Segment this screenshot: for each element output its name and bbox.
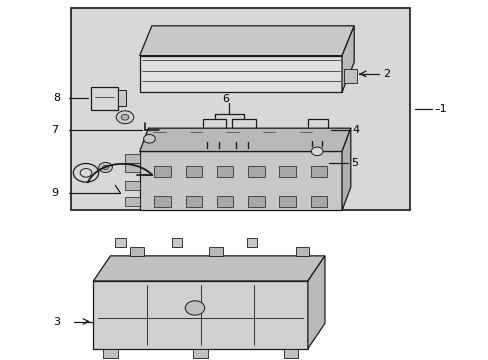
Bar [217, 166, 233, 177]
Circle shape [143, 134, 155, 143]
Polygon shape [307, 256, 325, 348]
Bar [118, 90, 126, 107]
Bar [209, 247, 223, 256]
Text: 6: 6 [222, 94, 228, 104]
Bar [185, 197, 202, 207]
Bar [307, 119, 328, 140]
Circle shape [116, 111, 134, 124]
Bar [125, 197, 140, 206]
Bar [125, 163, 140, 172]
Bar [248, 197, 264, 207]
Text: 8: 8 [53, 93, 60, 103]
Circle shape [185, 301, 204, 315]
Bar [283, 348, 298, 357]
Bar [279, 197, 295, 207]
Bar [71, 8, 409, 211]
Text: 3: 3 [53, 316, 60, 327]
Circle shape [121, 114, 129, 120]
Bar [310, 197, 326, 207]
Text: 4: 4 [352, 125, 359, 135]
Bar [140, 56, 341, 92]
Bar [91, 87, 118, 110]
Bar [295, 247, 309, 256]
Text: –1: –1 [434, 104, 447, 114]
Bar [203, 119, 226, 142]
Circle shape [102, 165, 108, 170]
Bar [344, 69, 356, 83]
Circle shape [99, 162, 112, 172]
Text: 9: 9 [51, 188, 58, 198]
Polygon shape [341, 26, 353, 92]
Bar [185, 166, 202, 177]
Bar [154, 166, 171, 177]
Bar [154, 197, 171, 207]
Bar [248, 166, 264, 177]
Bar [310, 166, 326, 177]
Bar [125, 154, 140, 163]
Polygon shape [93, 256, 325, 281]
Bar [217, 197, 233, 207]
Bar [279, 166, 295, 177]
Bar [93, 281, 307, 348]
Bar [232, 119, 255, 142]
Text: 2: 2 [383, 69, 390, 79]
Bar [246, 238, 257, 247]
Text: 7: 7 [51, 125, 58, 135]
Polygon shape [140, 26, 353, 56]
Bar [171, 238, 182, 247]
Circle shape [311, 147, 323, 156]
Bar [125, 181, 140, 190]
Polygon shape [140, 128, 350, 152]
Bar [307, 153, 326, 173]
Bar [193, 348, 207, 357]
Text: 5: 5 [350, 158, 357, 168]
Bar [103, 348, 118, 357]
Bar [130, 247, 143, 256]
Bar [140, 152, 341, 211]
Polygon shape [341, 128, 350, 211]
Bar [115, 238, 126, 247]
